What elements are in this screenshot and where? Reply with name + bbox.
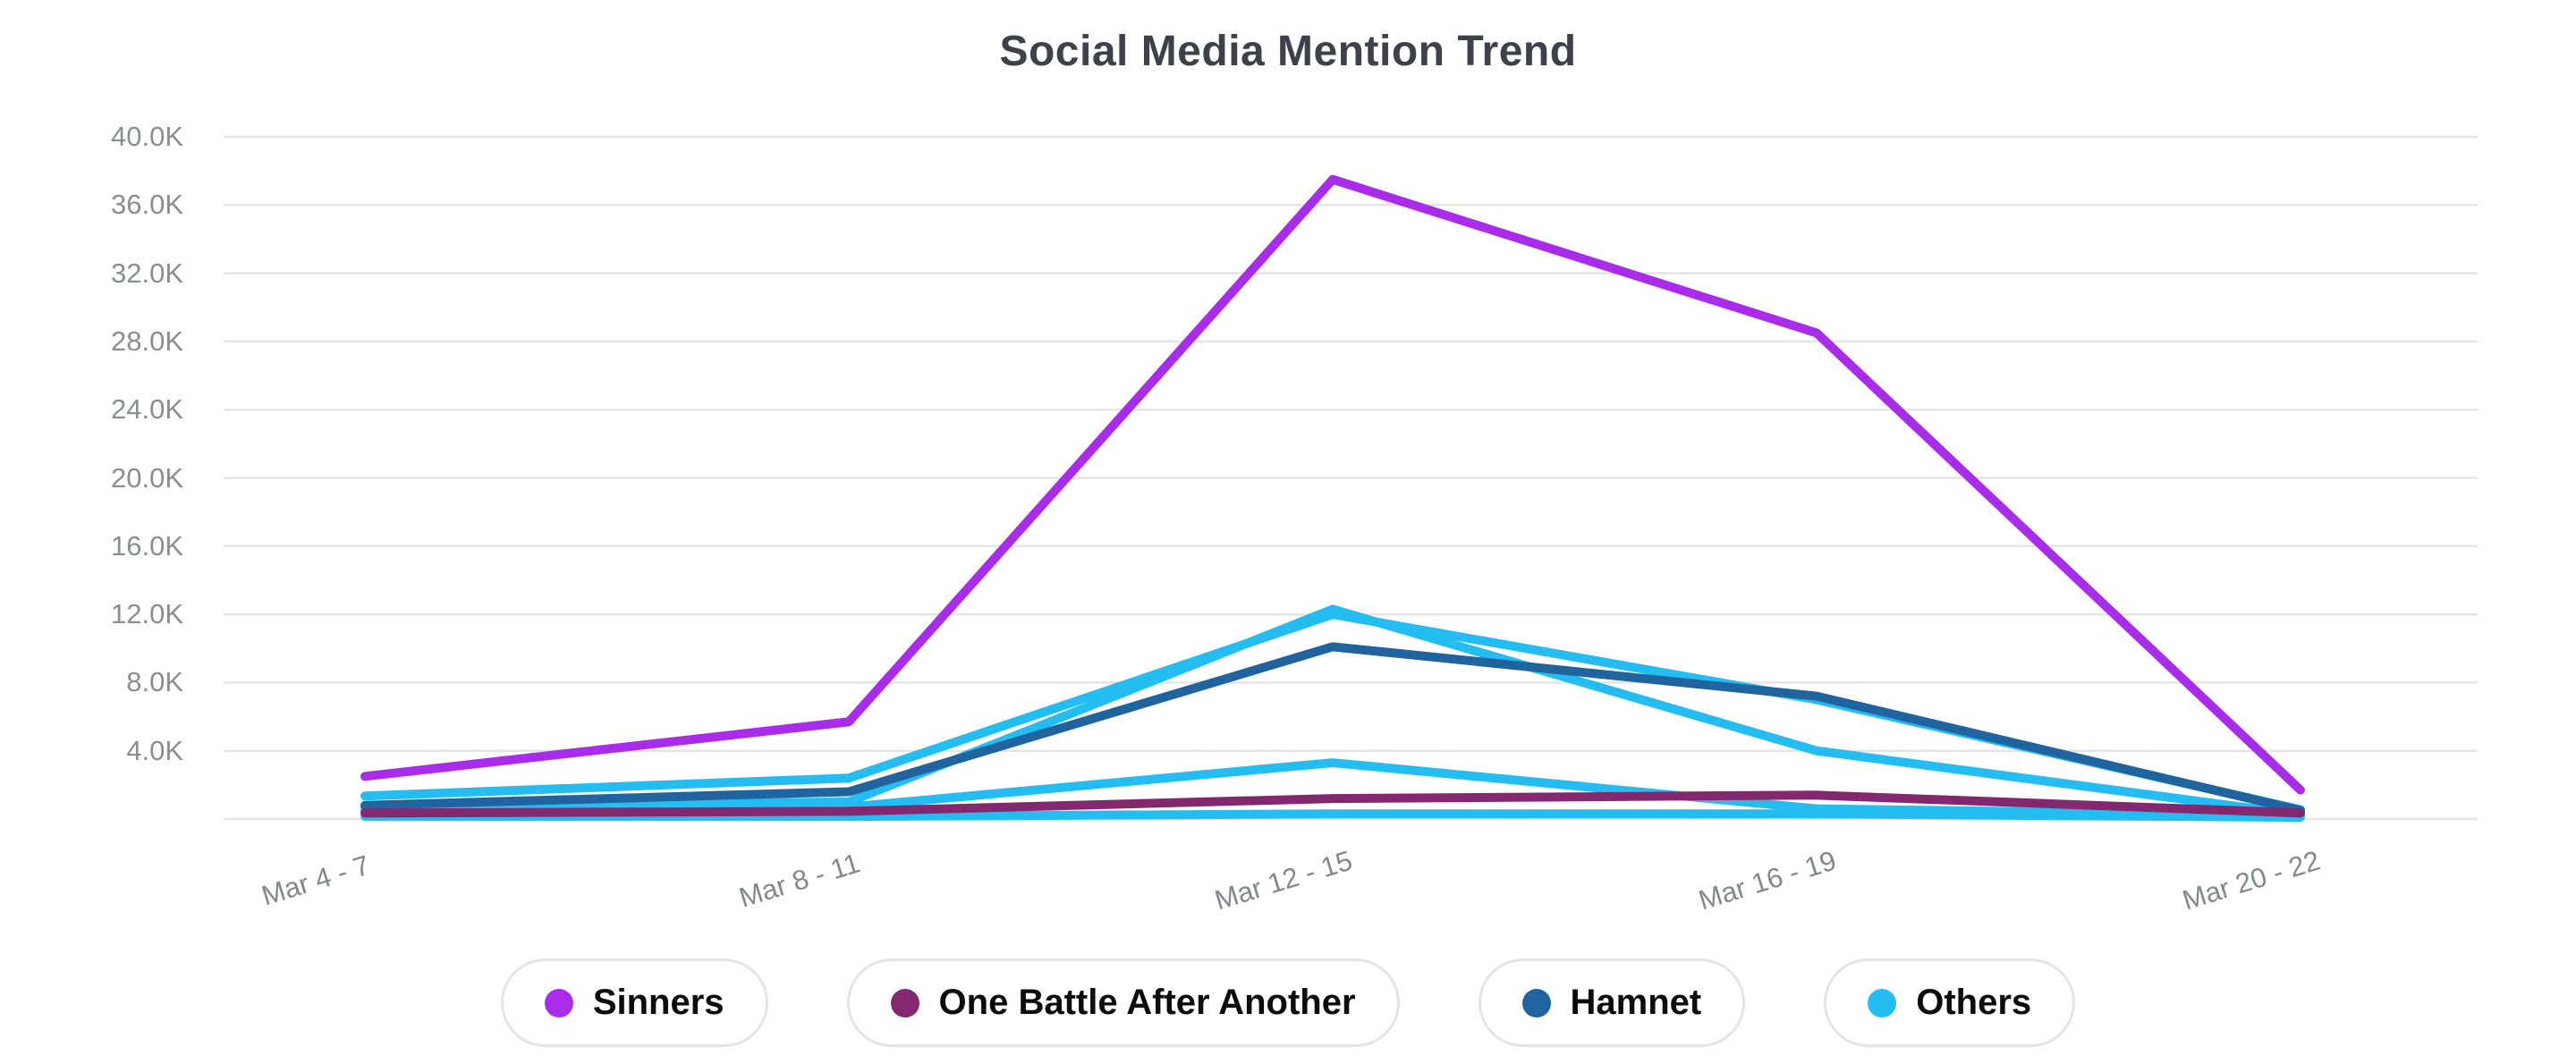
legend-dot	[544, 988, 573, 1018]
legend-item-one-battle-after-another[interactable]: One Battle After Another	[846, 958, 1400, 1047]
y-axis-tick-label: 16.0K	[110, 529, 183, 562]
series-line-hamnet	[360, 642, 2305, 815]
y-axis-tick-label: 32.0K	[110, 257, 183, 289]
y-axis-tick-label: 20.0K	[110, 461, 183, 494]
y-axis-tick-label: 12.0K	[110, 598, 183, 630]
legend-dot	[1868, 988, 1897, 1018]
series-line-one-battle-after-another	[360, 790, 2305, 818]
series-line-sinners	[360, 174, 2305, 795]
y-axis-tick-label: 4.0K	[126, 734, 183, 766]
series-line-others	[360, 604, 2305, 820]
y-axis-tick-label: 36.0K	[110, 189, 183, 221]
legend-label: Sinners	[592, 983, 724, 1022]
legend-label: Others	[1916, 983, 2032, 1022]
chart-title: Social Media Mention Trend	[999, 28, 1577, 75]
y-axis-tick-label: 28.0K	[110, 325, 183, 357]
legend-item-hamnet[interactable]: Hamnet	[1478, 958, 1746, 1047]
legend-item-others[interactable]: Others	[1824, 958, 2076, 1047]
y-axis-tick-label: 40.0K	[110, 121, 183, 152]
y-axis-tick-label: 24.0K	[110, 393, 183, 426]
legend-label: One Battle After Another	[938, 983, 1356, 1022]
legend-dot	[890, 988, 919, 1018]
legend: Sinners One Battle After Another Hamnet Oth…	[0, 958, 2576, 1047]
series-line-others	[360, 809, 2305, 823]
legend-dot	[1521, 988, 1551, 1018]
legend-label: Hamnet	[1570, 983, 1702, 1022]
y-axis-tick-label: 8.0K	[126, 666, 183, 698]
legend-item-sinners[interactable]: Sinners	[500, 958, 768, 1047]
